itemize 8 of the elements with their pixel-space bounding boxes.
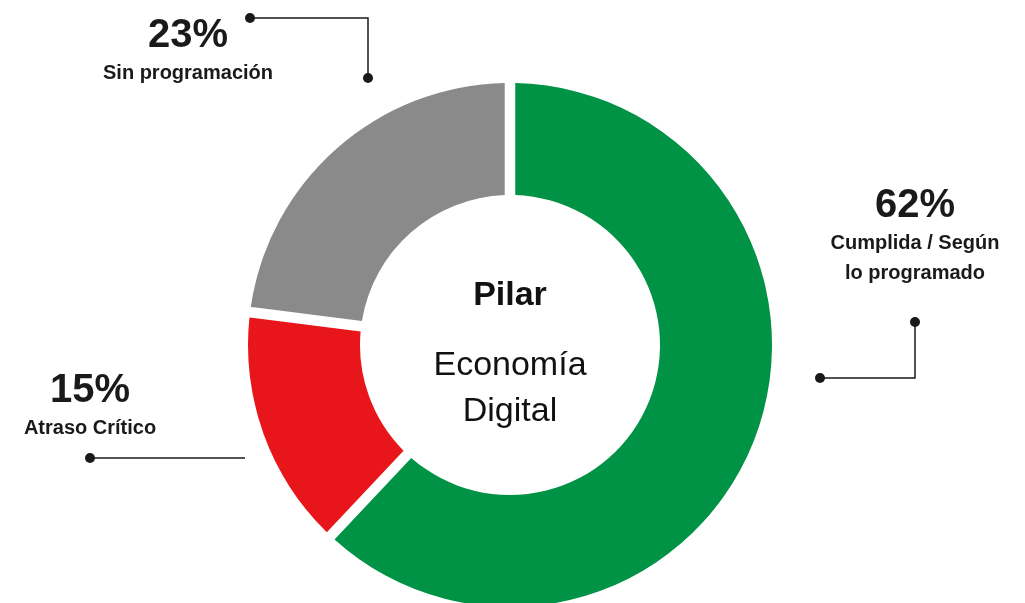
slice-label: Cumplida / Según lo programado xyxy=(830,231,1000,283)
text: Economía Digital xyxy=(433,344,587,428)
slice-label: Atraso Crítico xyxy=(23,416,157,438)
data-label: 15% xyxy=(49,366,131,410)
slice-label: Sin programación xyxy=(102,61,274,83)
text: Pilar xyxy=(473,274,547,312)
data-label: 62% xyxy=(874,181,956,225)
data-label: 23% xyxy=(147,11,229,55)
